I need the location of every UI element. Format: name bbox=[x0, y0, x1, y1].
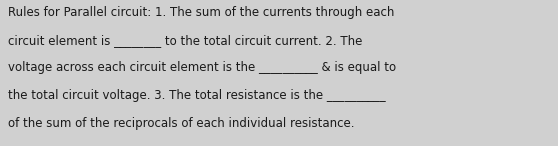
Text: of the sum of the reciprocals of each individual resistance.: of the sum of the reciprocals of each in… bbox=[8, 117, 355, 130]
Text: the total circuit voltage. 3. The total resistance is the __________: the total circuit voltage. 3. The total … bbox=[8, 89, 386, 102]
Text: Rules for Parallel circuit: 1. The sum of the currents through each: Rules for Parallel circuit: 1. The sum o… bbox=[8, 6, 395, 19]
Text: circuit element is ________ to the total circuit current. 2. The: circuit element is ________ to the total… bbox=[8, 34, 363, 47]
Text: voltage across each circuit element is the __________ & is equal to: voltage across each circuit element is t… bbox=[8, 61, 397, 74]
